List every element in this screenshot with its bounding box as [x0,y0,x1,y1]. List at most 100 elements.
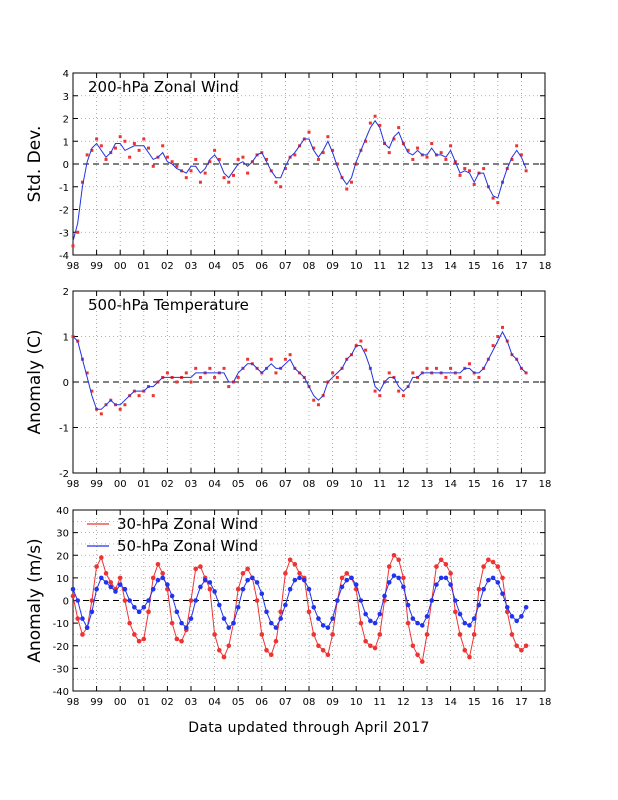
data-point [345,187,349,191]
x-tick-label: 15 [468,479,481,490]
data-point [75,598,81,603]
data-point [443,562,449,567]
data-point [425,366,429,370]
data-point [491,344,495,348]
data-point [212,589,217,594]
data-point [198,584,203,590]
data-point [132,632,137,637]
data-point [364,139,368,143]
panel-200hpa-zonal-wind: 98 99 00 01 02 03 04 05 06 07 08 09 10 11 12 13 14 15 16 17… [25,69,551,272]
data-point [165,155,169,159]
data-point [425,155,429,159]
y-tick-label: -3 [59,228,69,239]
data-point [401,394,405,398]
data-point [377,632,383,637]
data-point [397,389,401,393]
data-point [406,148,410,152]
data-point [486,557,491,563]
data-point [519,614,524,619]
data-point [372,620,378,626]
data-point [118,407,122,411]
x-tick-label: 06 [255,261,268,272]
data-point [137,394,141,398]
data-point [344,571,350,576]
data-point [481,586,486,592]
x-tick-label: 13 [421,479,434,490]
x-tick-label: 04 [208,261,221,272]
data-point [349,180,353,184]
smoothed-line [72,330,527,410]
data-point [448,582,453,587]
x-tick-label: 15 [468,261,481,272]
data-point [212,632,217,637]
data-point [89,598,95,603]
data-point [231,620,236,626]
data-point [306,609,312,615]
data-point [504,604,510,610]
data-point [70,593,76,599]
data-point [264,609,269,615]
data-point [293,153,297,157]
data-point [94,564,99,569]
x-tick-label: 08 [303,479,316,490]
data-point [147,146,151,150]
x-tick-label: 11 [373,479,386,490]
data-point [335,598,340,603]
data-point [429,598,435,603]
data-point [240,586,246,592]
data-point [467,654,472,660]
data-point [175,380,179,384]
data-point [396,575,401,581]
data-point [80,632,85,637]
data-point [509,632,515,637]
data-point [415,620,420,626]
data-point [316,616,321,621]
data-point [292,562,298,567]
data-point [510,157,514,161]
data-point [189,169,193,173]
data-point [320,623,326,628]
data-point [84,625,90,630]
data-point [208,160,212,164]
x-tick-label: 07 [279,479,292,490]
data-point [71,244,75,248]
x-tick-label: 98 [67,697,80,708]
data-point [401,575,406,581]
data-point [80,616,85,621]
data-point [467,623,472,628]
data-point [193,566,199,572]
x-tick-label: 15 [468,697,481,708]
data-point [160,575,165,581]
data-point [457,611,463,617]
data-point [188,598,194,603]
data-point [316,157,320,161]
y-axis-label: Std. Dev. [25,126,45,203]
data-point [321,151,325,155]
data-point [179,620,184,626]
data-point [127,620,132,626]
data-point [165,371,169,375]
data-point [458,173,462,177]
data-point [123,403,127,407]
data-point [221,616,227,621]
data-point [378,394,382,398]
data-point [312,398,316,402]
data-point [363,611,368,617]
data-point [245,566,250,572]
data-point [453,598,458,603]
data-point [443,575,449,581]
data-point [287,557,293,563]
y-tick-label: 10 [56,574,69,585]
data-point [382,593,387,599]
legend-label: 50-hPa Zonal Wind [117,537,258,555]
data-point [146,598,151,603]
panel-title: 500-hPa Temperature [88,296,249,314]
data-point [387,371,391,375]
data-point [491,196,495,200]
data-point [198,180,202,184]
legend-label: 30-hPa Zonal Wind [117,515,258,533]
data-point [254,598,260,603]
data-point [467,169,471,173]
data-point [95,137,99,141]
data-point [128,155,132,159]
